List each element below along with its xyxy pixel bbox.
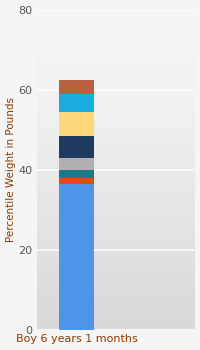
Bar [59, 79, 94, 93]
Bar [59, 169, 94, 177]
Bar [59, 93, 94, 112]
Bar [59, 158, 94, 169]
Y-axis label: Percentile Weight in Pounds: Percentile Weight in Pounds [6, 97, 16, 242]
Bar [59, 177, 94, 183]
Bar [59, 183, 94, 330]
Bar [59, 135, 94, 158]
Bar [59, 112, 94, 135]
